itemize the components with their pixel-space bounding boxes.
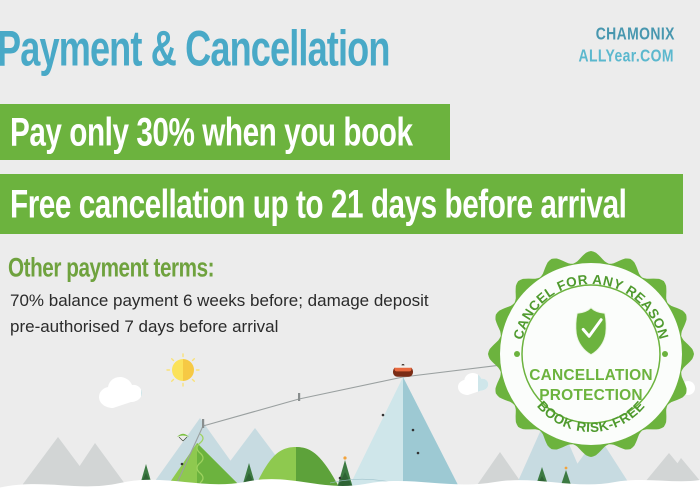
svg-text:PROTECTION: PROTECTION bbox=[539, 387, 643, 404]
svg-text:CANCELLATION: CANCELLATION bbox=[529, 367, 653, 384]
